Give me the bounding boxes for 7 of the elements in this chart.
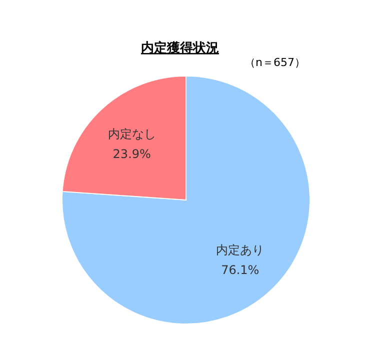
data-label: 23.9%	[112, 146, 151, 161]
chart-subtitle: （n＝657）	[244, 56, 306, 69]
slice-label: 内定あり	[216, 243, 264, 258]
pie-slice	[62, 76, 310, 324]
data-label: 76.1%	[221, 263, 260, 278]
slice-label: 内定なし	[108, 126, 156, 141]
chart-title: 内定獲得状況	[141, 40, 219, 56]
